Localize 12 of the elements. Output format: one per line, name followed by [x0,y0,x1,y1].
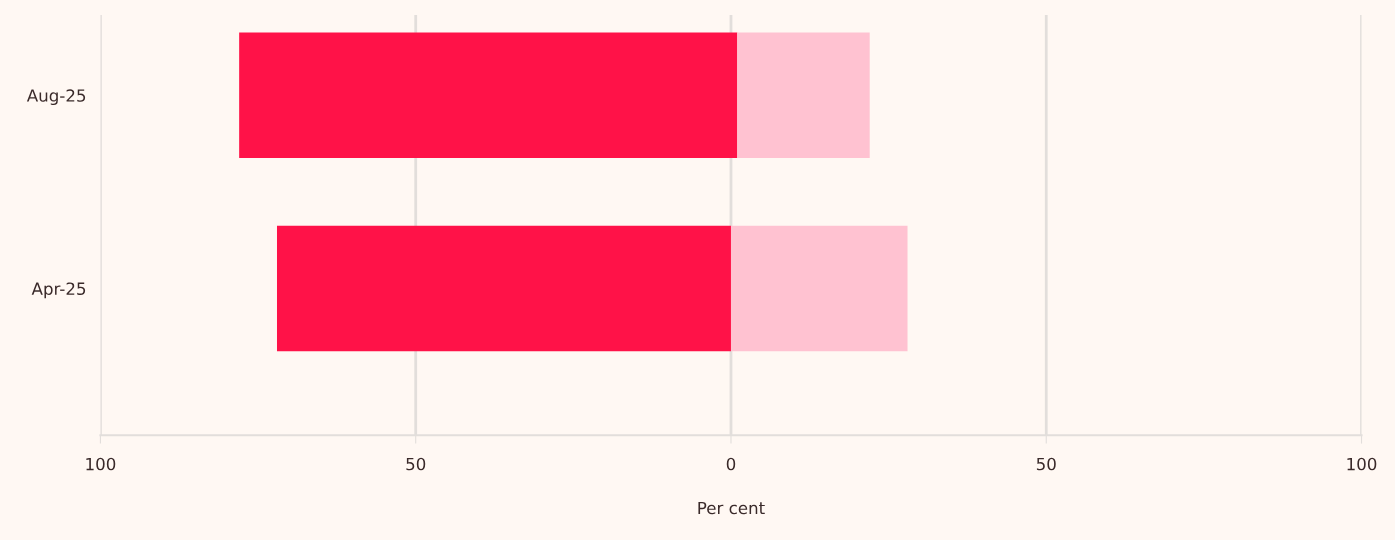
y-tick-label: Apr-25 [31,282,86,299]
x-axis-title: Per cent [698,501,765,515]
bar [276,225,731,352]
bar [239,32,738,159]
x-tick-label: 50 [406,457,426,471]
bar [730,225,908,352]
bar [737,32,870,159]
y-tick-label: Aug-25 [26,89,86,106]
x-tick-label: 100 [1347,457,1377,471]
x-tick-label: 0 [726,457,736,471]
x-tick-label: 50 [1036,457,1056,471]
x-tick-label: 100 [86,457,116,471]
